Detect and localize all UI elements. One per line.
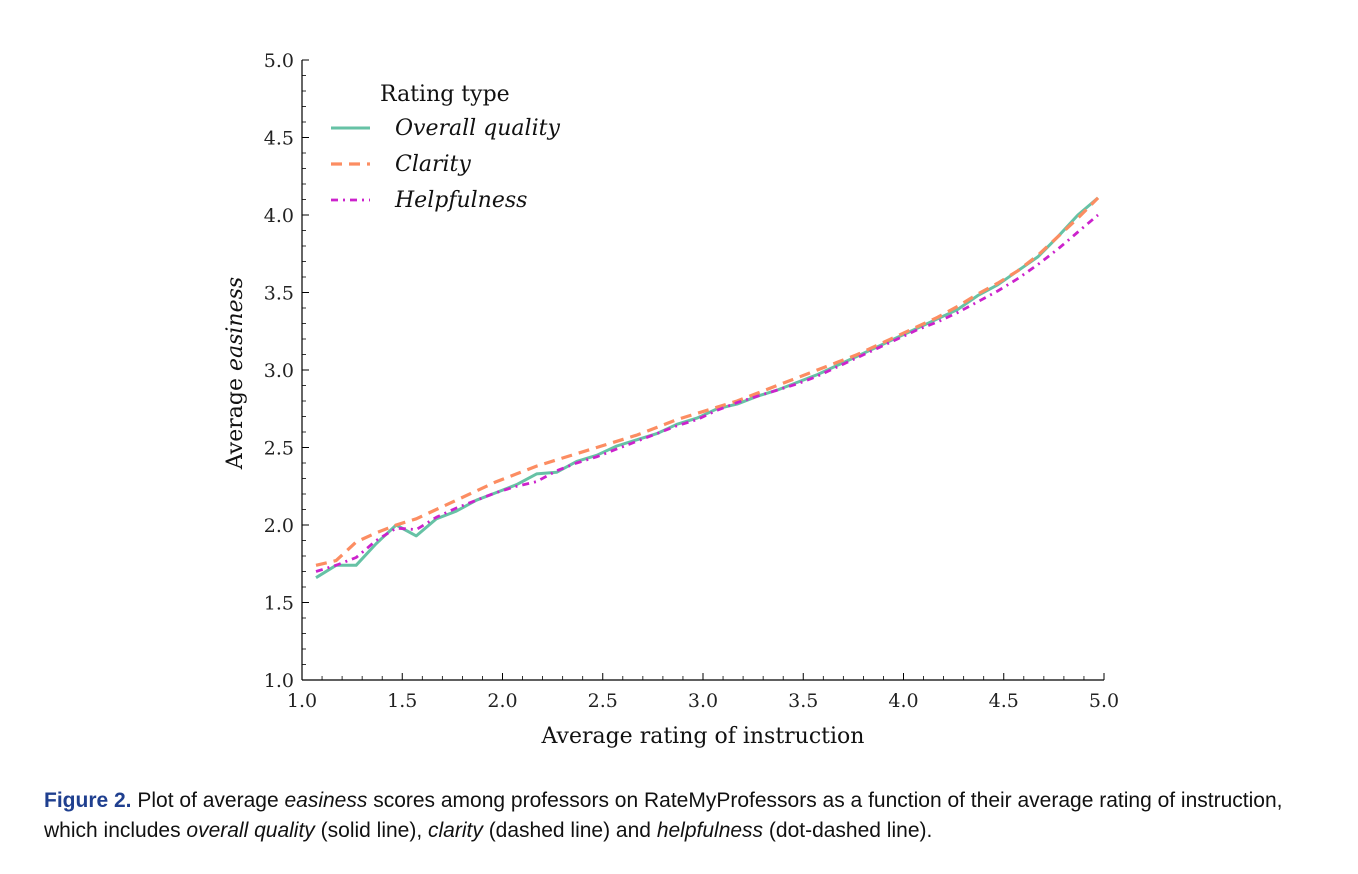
caption-emphasis: clarity <box>428 819 483 842</box>
x-tick-label: 2.5 <box>588 690 618 712</box>
series-line-overall-quality <box>315 196 1099 579</box>
caption-text: Plot of average <box>131 789 285 812</box>
legend-label-overall-quality: Overall quality <box>395 116 560 141</box>
legend-title: Rating type <box>380 82 510 107</box>
caption-emphasis: helpfulness <box>656 819 764 842</box>
x-tick-label: 4.0 <box>888 690 918 712</box>
x-tick-label: 3.0 <box>688 690 718 712</box>
series-line-helpfulness <box>315 213 1099 573</box>
y-tick-label: 3.0 <box>264 360 294 382</box>
x-tick-label: 4.5 <box>989 690 1019 712</box>
plot-axes: 1.0 1.5 2.0 2.5 3.0 3.5 4.0 4.5 5.0 1.0 1.5 2.0 2.5 3… <box>264 50 1119 712</box>
x-tick-label: 1.0 <box>287 690 317 712</box>
x-axis-title: Average rating of instruction <box>541 724 865 749</box>
y-axis-title: Average easiness <box>223 277 248 470</box>
y-tick-label: 1.0 <box>264 670 294 692</box>
legend: Rating type Overall quality Clarity Helpful… <box>331 82 560 213</box>
caption-text: (dot-dashed line). <box>763 819 933 842</box>
caption-text: scores among professors on RateMyProfess… <box>44 789 1283 842</box>
y-tick-label: 5.0 <box>264 50 294 72</box>
y-tick-label: 3.5 <box>264 283 294 305</box>
caption-emphasis: overall quality <box>186 819 315 842</box>
y-tick-label: 4.5 <box>264 128 294 150</box>
x-tick-label: 5.0 <box>1089 690 1119 712</box>
x-tick-label: 3.5 <box>788 690 818 712</box>
y-tick-label: 4.0 <box>264 205 294 227</box>
y-tick-label: 2.5 <box>264 438 294 460</box>
caption-text: (solid line), <box>314 819 429 842</box>
series-layer <box>315 196 1100 579</box>
caption-emphasis: easiness <box>284 789 368 812</box>
x-tick-label: 1.5 <box>387 690 417 712</box>
y-axis-title-prefix: Average <box>223 371 248 470</box>
line-chart: 1.0 1.5 2.0 2.5 3.0 3.5 4.0 4.5 5.0 1.0 1.5 2.0 2.5 3… <box>223 50 1119 749</box>
series-line-clarity <box>315 196 1100 567</box>
y-tick-label: 1.5 <box>264 593 294 615</box>
figure-label: Figure 2. <box>44 789 132 812</box>
legend-label-clarity: Clarity <box>395 152 471 177</box>
legend-label-helpfulness: Helpfulness <box>394 188 527 213</box>
x-tick-label: 2.0 <box>487 690 517 712</box>
figure-caption: Figure 2. Plot of average easiness score… <box>44 786 1334 846</box>
y-axis-title-emphasis: easiness <box>223 277 248 371</box>
caption-text: (dashed line) and <box>482 819 657 842</box>
y-tick-label: 2.0 <box>264 515 294 537</box>
